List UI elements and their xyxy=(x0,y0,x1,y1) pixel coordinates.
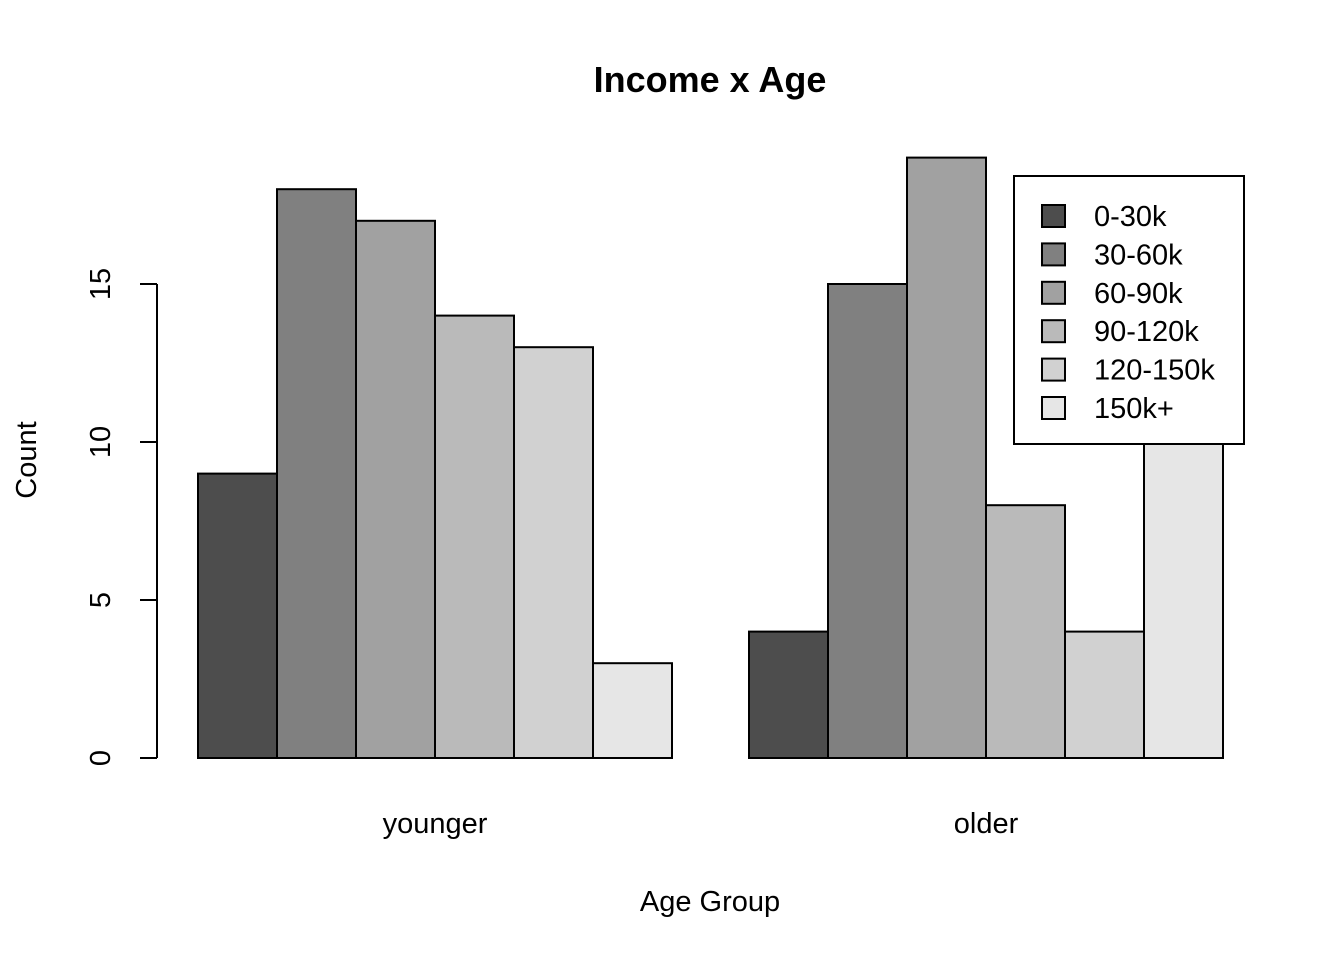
legend: 0-30k 30-60k 60-90k 90-120k 120-150k 150k+ xyxy=(1013,175,1245,445)
bar-younger-30-60k xyxy=(276,188,357,759)
bar-older-30-60k xyxy=(827,283,908,759)
bar-older-60-90k xyxy=(906,156,987,760)
chart-title: Income x Age xyxy=(594,59,827,100)
y-tick-label-15: 15 xyxy=(85,268,117,300)
y-axis-label: Count xyxy=(11,421,43,498)
bar-younger-0-30k xyxy=(197,472,278,759)
y-tick-label-5: 5 xyxy=(85,592,117,608)
bar-older-90-120k xyxy=(985,504,1066,760)
legend-swatch-90-120k xyxy=(1041,319,1066,344)
legend-label-60-90k: 60-90k xyxy=(1094,278,1183,310)
bar-younger-150k xyxy=(592,662,673,760)
legend-label-0-30k: 0-30k xyxy=(1094,201,1167,233)
y-tick-label-0: 0 xyxy=(85,750,117,766)
legend-swatch-30-60k xyxy=(1041,242,1066,267)
bar-older-120-150k xyxy=(1064,630,1145,759)
bar-older-0-30k xyxy=(748,630,829,759)
x-tick-label-older: older xyxy=(954,808,1019,840)
x-tick-labels: younger older xyxy=(383,808,1019,840)
legend-label-150k: 150k+ xyxy=(1094,393,1174,425)
legend-swatch-120-150k xyxy=(1041,357,1066,382)
bar-younger-120-150k xyxy=(513,346,594,759)
legend-swatch-0-30k xyxy=(1041,204,1066,228)
bar-younger-60-90k xyxy=(355,219,436,760)
bars-group xyxy=(197,156,1224,760)
y-tick-label-10: 10 xyxy=(85,426,117,458)
x-axis-label: Age Group xyxy=(640,886,780,918)
bar-younger-90-120k xyxy=(434,314,515,759)
legend-label-120-150k: 120-150k xyxy=(1094,355,1215,387)
legend-label-90-120k: 90-120k xyxy=(1094,316,1199,348)
legend-label-30-60k: 30-60k xyxy=(1094,239,1183,271)
x-tick-label-younger: younger xyxy=(383,808,488,840)
y-axis: 0 5 10 15 xyxy=(85,268,158,766)
legend-swatch-60-90k xyxy=(1041,280,1066,305)
legend-swatch-150k xyxy=(1041,396,1066,420)
